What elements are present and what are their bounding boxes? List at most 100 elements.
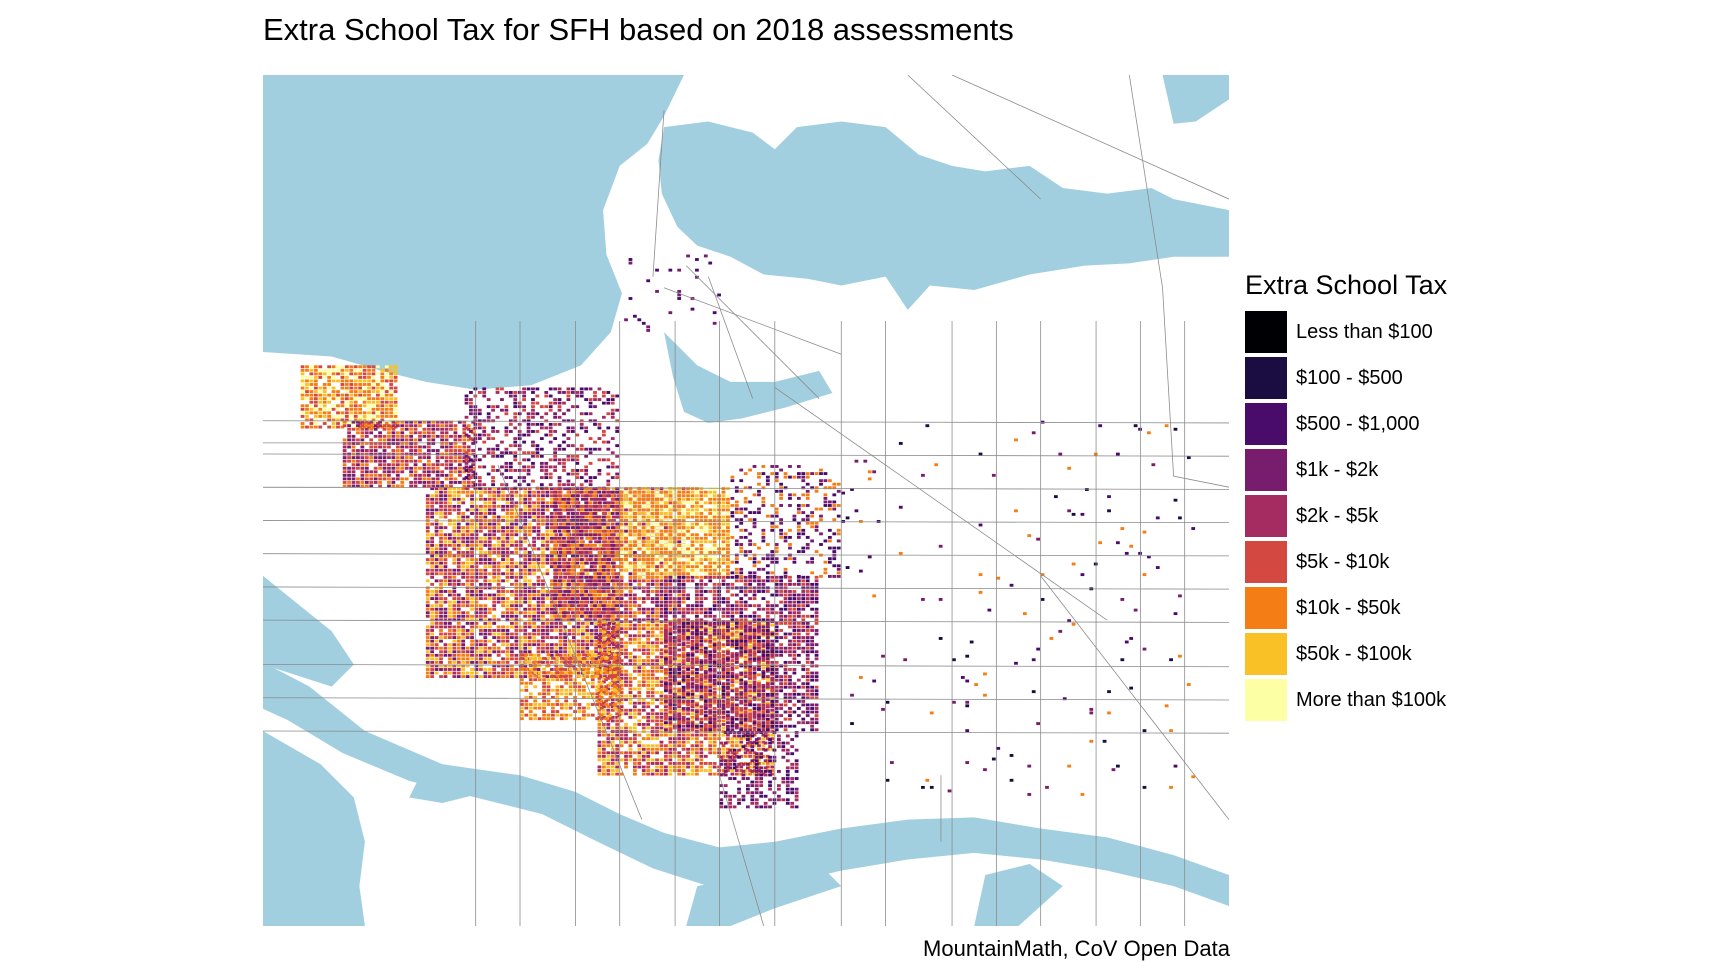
parcel [527, 636, 532, 640]
parcel [601, 415, 606, 419]
parcel [532, 618, 536, 622]
parcel [305, 414, 309, 418]
parcel [619, 515, 624, 519]
parcel [309, 393, 314, 397]
parcel [619, 597, 624, 601]
parcel [418, 424, 422, 428]
parcel [650, 607, 655, 611]
parcel [327, 379, 332, 383]
parcel [576, 621, 581, 625]
parcel [601, 611, 606, 615]
parcel [532, 494, 536, 498]
parcel [347, 480, 351, 484]
parcel [633, 519, 637, 522]
parcel [483, 519, 488, 522]
parcel [575, 494, 580, 498]
parcel [575, 447, 580, 451]
parcel [313, 414, 318, 418]
parcel [575, 497, 580, 501]
parcel [430, 487, 435, 491]
parcel [545, 629, 550, 632]
parcel [469, 458, 473, 462]
parcel [469, 469, 473, 472]
parcel [448, 582, 452, 586]
parcel [536, 629, 541, 632]
parcel [699, 497, 704, 501]
parcel [575, 515, 580, 519]
parcel [655, 579, 659, 583]
parcel [615, 487, 620, 491]
parcel [686, 529, 690, 533]
parcel [391, 424, 396, 428]
parcel [655, 618, 659, 622]
parcel [677, 529, 682, 533]
parcel [570, 536, 575, 540]
parcel [413, 449, 418, 452]
parcel [562, 465, 566, 469]
parcel [563, 487, 567, 491]
parcel [641, 572, 646, 576]
parcel [444, 456, 449, 460]
parcel [513, 401, 518, 405]
parcel [695, 575, 699, 579]
parcel [603, 526, 607, 530]
parcel [492, 522, 497, 526]
parcel [461, 629, 466, 632]
parcel [322, 386, 327, 390]
parcel [522, 440, 526, 444]
parcel [541, 621, 545, 625]
parcel [523, 533, 528, 537]
parcel [695, 540, 699, 544]
parcel [549, 533, 554, 537]
parcel [703, 515, 708, 519]
parcel [668, 512, 673, 515]
parcel [461, 600, 466, 604]
parcel [448, 487, 452, 491]
parcel [483, 515, 488, 519]
parcel [477, 486, 482, 490]
parcel [449, 484, 453, 488]
parcel [439, 554, 443, 558]
parcel [597, 490, 602, 494]
parcel [659, 508, 664, 512]
parcel [391, 438, 396, 442]
parcel [496, 575, 501, 579]
parcel [607, 600, 612, 604]
parcel [448, 611, 452, 615]
parcel [492, 646, 497, 650]
parcel [567, 650, 572, 654]
parcel [404, 434, 409, 438]
parcel [449, 445, 453, 449]
parcel [557, 558, 562, 562]
parcel [426, 480, 431, 484]
parcel [505, 671, 510, 675]
parcel [575, 575, 580, 579]
parcel [322, 411, 327, 415]
parcel [593, 398, 597, 401]
parcel [318, 404, 323, 408]
parcel [541, 639, 545, 643]
parcel [508, 469, 513, 472]
parcel [566, 426, 571, 430]
parcel [601, 715, 606, 719]
parcel [532, 519, 536, 522]
parcel [610, 522, 615, 526]
parcel [318, 397, 323, 401]
parcel [641, 575, 646, 579]
parcel [531, 440, 535, 444]
parcel [668, 540, 673, 544]
parcel [677, 515, 682, 519]
parcel [523, 586, 528, 590]
parcel [456, 512, 461, 515]
parcel [601, 433, 606, 437]
parcel [461, 487, 466, 491]
parcel [430, 554, 435, 558]
parcel [553, 430, 558, 433]
parcel [597, 637, 602, 641]
parcel [562, 461, 566, 465]
parcel [477, 412, 482, 416]
parcel [327, 368, 332, 372]
parcel [465, 621, 470, 625]
parcel [712, 551, 717, 554]
parcel [526, 412, 531, 416]
